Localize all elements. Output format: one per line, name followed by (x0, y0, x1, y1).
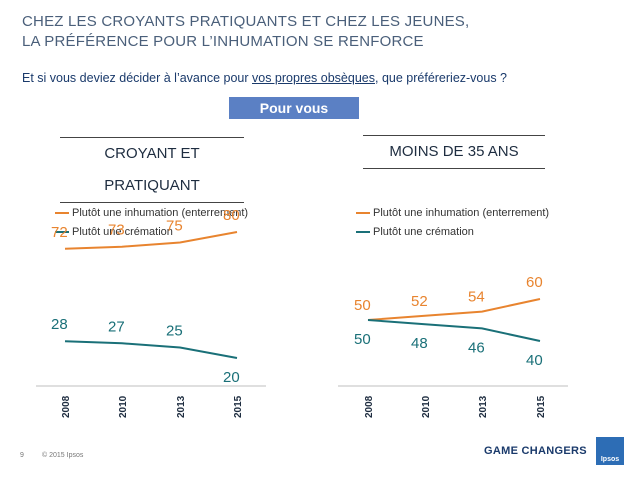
data-label-cremation-2010: 27 (108, 318, 125, 335)
x-tick-label-2013: 2013 (176, 395, 187, 418)
data-label-cremation-2008: 28 (51, 316, 68, 333)
legend-item-inhumation: Plutôt une inhumation (enterrement) (55, 203, 248, 222)
page-number: 9 (20, 452, 24, 459)
legend-croyant: Plutôt une inhumation (enterrement) Plut… (55, 203, 248, 241)
legend-swatch-inhumation (55, 211, 69, 214)
data-label-inhumation-2013: 54 (468, 289, 485, 306)
legend-item-inhumation: Plutôt une inhumation (enterrement) (356, 203, 549, 222)
x-tick-label-2010: 2010 (421, 395, 432, 418)
data-label-cremation-2015: 20 (223, 369, 240, 386)
slide-title-line-2: LA PRÉFÉRENCE POUR L’INHUMATION SE RENFO… (22, 33, 424, 50)
legend-moins-35: Plutôt une inhumation (enterrement) Plut… (356, 203, 549, 241)
copyright: © 2015 Ipsos (42, 452, 84, 459)
legend-label-cremation: Plutôt une crémation (72, 225, 173, 238)
series-line-cremation (64, 340, 238, 359)
series-line-inhumation (367, 298, 541, 321)
x-tick-label-2013: 2013 (478, 395, 489, 418)
x-tick-label-2008: 2008 (364, 395, 375, 418)
x-tick-label-2008: 2008 (61, 395, 72, 418)
panel-title-croyant: CROYANT ET PRATIQUANT (60, 137, 244, 203)
ipsos-logo-text: Ipsos (600, 456, 620, 463)
series-line-cremation (367, 319, 541, 342)
question-text-underlined: vos propres obsèques (252, 71, 375, 85)
legend-label-cremation: Plutôt une crémation (373, 225, 474, 238)
legend-swatch-cremation (356, 230, 370, 233)
data-label-inhumation-2010: 73 (108, 222, 125, 239)
x-tick-label-2015: 2015 (233, 395, 244, 418)
brand-tagline: GAME CHANGERS (484, 445, 587, 457)
data-label-inhumation-2008: 72 (51, 224, 68, 241)
slide-title-line-1: CHEZ LES CROYANTS PRATIQUANTS ET CHEZ LE… (22, 13, 470, 30)
data-label-cremation-2008: 50 (354, 331, 371, 348)
pour-vous-banner: Pour vous (229, 97, 359, 119)
legend-swatch-inhumation (356, 211, 370, 214)
legend-swatch-cremation (55, 230, 69, 233)
data-label-inhumation-2015: 60 (526, 274, 543, 291)
ipsos-logo: Ipsos (596, 437, 624, 465)
data-label-cremation-2013: 25 (166, 323, 183, 340)
legend-item-cremation: Plutôt une crémation (55, 222, 248, 241)
legend-label-inhumation: Plutôt une inhumation (enterrement) (72, 206, 249, 219)
data-label-cremation-2010: 48 (411, 335, 428, 352)
data-label-cremation-2013: 46 (468, 339, 485, 356)
survey-question: Et si vous deviez décider à l’avance pou… (22, 71, 622, 85)
slide-title: CHEZ LES CROYANTS PRATIQUANTS ET CHEZ LE… (22, 12, 622, 52)
question-text-start: Et si vous deviez décider à l’avance pou… (22, 71, 252, 85)
legend-label-inhumation: Plutôt une inhumation (enterrement) (373, 206, 550, 219)
data-label-inhumation-2008: 50 (354, 297, 371, 314)
data-label-cremation-2015: 40 (526, 352, 543, 369)
data-label-inhumation-2010: 52 (411, 293, 428, 310)
legend-item-cremation: Plutôt une crémation (356, 222, 549, 241)
series-line-inhumation (64, 231, 238, 250)
x-tick-label-2010: 2010 (118, 395, 129, 418)
data-label-inhumation-2015: 80 (223, 207, 240, 224)
question-text-end: , que préféreriez-vous ? (375, 71, 508, 85)
data-label-inhumation-2013: 75 (166, 218, 183, 235)
x-tick-label-2015: 2015 (536, 395, 547, 418)
panel-title-moins-35: MOINS DE 35 ANS (363, 135, 545, 169)
